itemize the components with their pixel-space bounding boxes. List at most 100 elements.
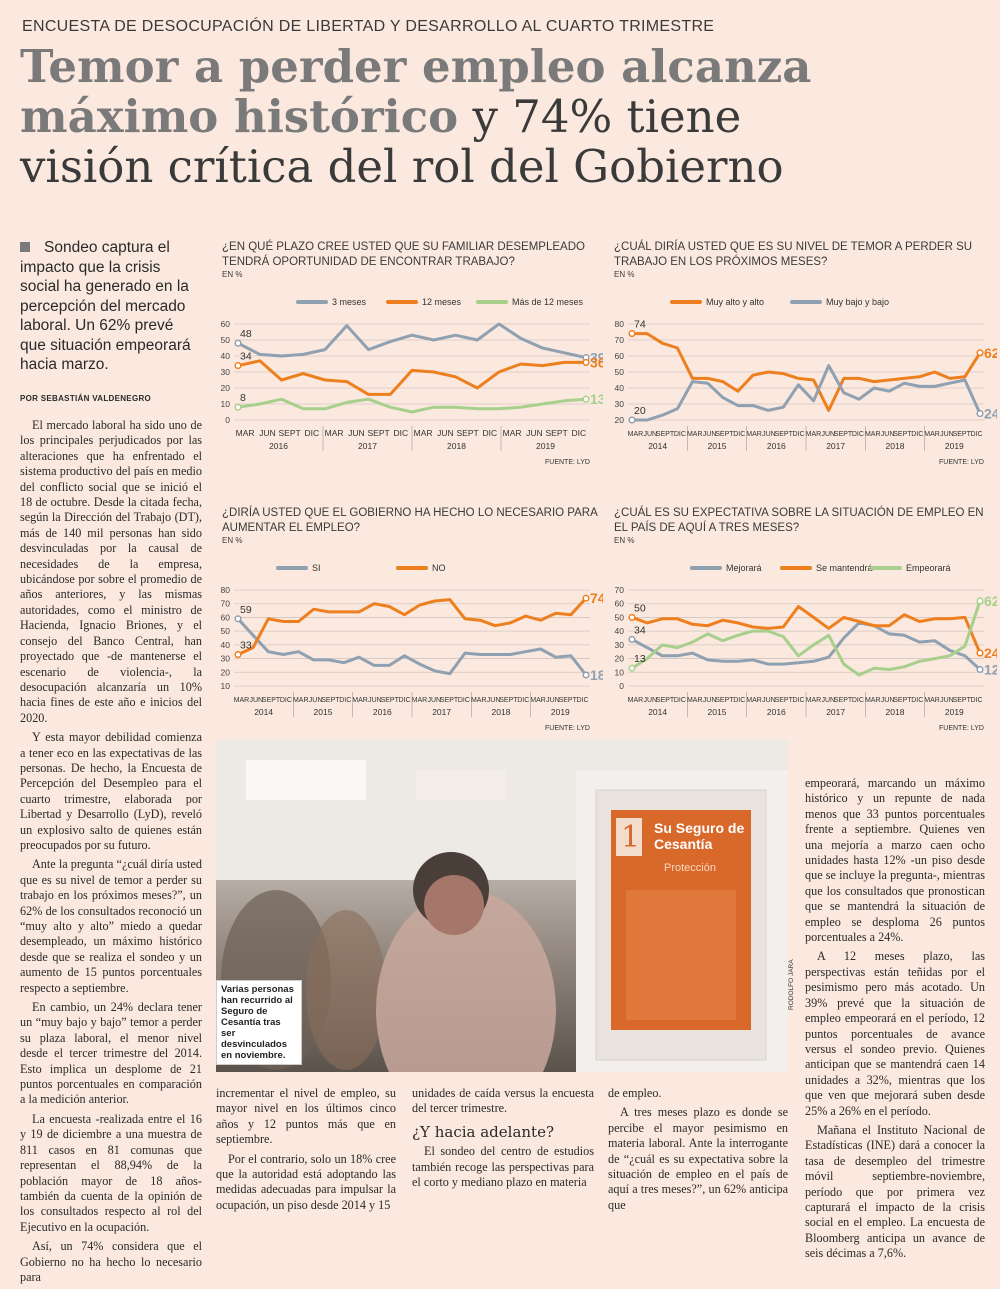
x-tick-label: MAR — [806, 697, 822, 704]
paragraph: A 12 meses plazo, las perspectivas están… — [805, 949, 985, 1118]
series-end-point — [582, 594, 590, 602]
chart-source: FUENTE: LYD — [545, 459, 590, 466]
year-label: 2015 — [314, 707, 333, 717]
y-tick-label: 0 — [225, 415, 230, 425]
paragraph: Así, un 74% considera que el Gobierno no… — [20, 1239, 202, 1284]
x-tick-label: JUN — [940, 431, 954, 438]
y-tick-label: 40 — [221, 351, 231, 361]
x-tick-label: SEPT — [546, 428, 568, 438]
y-tick-label: 10 — [221, 681, 231, 691]
chart-2: Muy alto y alto Muy bajo y bajo 20 30 40 50 60… — [615, 297, 997, 466]
year-label: 2015 — [708, 707, 727, 717]
series-end-point — [976, 349, 984, 357]
x-tick-label: MAR — [746, 697, 762, 704]
series-start-label: 34 — [240, 351, 252, 363]
y-tick-label: 30 — [615, 399, 625, 409]
y-tick-label: 60 — [221, 319, 231, 329]
series-start-point — [628, 613, 636, 621]
series-start-label: 8 — [240, 392, 246, 404]
paragraph: Ante la pregunta “¿cuál diría usted que … — [20, 857, 202, 995]
x-tick-label: JUN — [762, 697, 776, 704]
chart-source: FUENTE: LYD — [939, 725, 984, 732]
year-label: 2019 — [536, 441, 555, 451]
x-tick-label: SEPT — [321, 697, 340, 704]
subheading: ¿Y hacia adelante? — [412, 1122, 554, 1141]
x-tick-label: JUN — [881, 431, 895, 438]
year-label: 2017 — [358, 441, 377, 451]
series-start-label: 74 — [634, 319, 646, 331]
y-tick-label: 30 — [221, 367, 231, 377]
x-tick-label: MAR — [414, 428, 433, 438]
x-tick-label: DIC — [483, 428, 498, 438]
x-tick-label: MAR — [806, 431, 822, 438]
x-tick-label: JUN — [643, 431, 657, 438]
x-tick-label: DIC — [280, 697, 292, 704]
y-tick-label: 10 — [615, 667, 625, 677]
lede-text: Sondeo captura el impacto que la crisis … — [20, 239, 191, 373]
body-column-1: El mercado laboral ha sido uno de los pr… — [20, 418, 202, 1289]
paragraph: de empleo. — [608, 1086, 662, 1100]
year-label: 2017 — [826, 441, 845, 451]
x-tick-label: DIC — [911, 697, 923, 704]
x-tick-label: SEPT — [715, 697, 734, 704]
x-tick-label: MAR — [924, 431, 940, 438]
y-tick-label: 50 — [615, 367, 625, 377]
series-end-point — [976, 665, 984, 674]
chart-title: ¿EN QUÉ PLAZO CREE USTED QUE SU FAMILIAR… — [222, 241, 585, 268]
headline: Temor a perder empleo alcanza máximo his… — [20, 42, 980, 192]
series-line — [237, 597, 588, 656]
year-label: 2018 — [447, 441, 466, 451]
series-line — [631, 605, 982, 654]
body-column-3: unidades de caída versus la encuesta del… — [412, 1086, 594, 1194]
x-tick-label: DIC — [911, 431, 923, 438]
x-tick-label: JUN — [546, 697, 560, 704]
sign-title: Su Seguro de Cesantía — [654, 820, 745, 852]
series-start-label: 59 — [240, 604, 252, 616]
year-label: 2019 — [945, 441, 964, 451]
x-tick-label: JUN — [762, 431, 776, 438]
y-tick-label: 30 — [221, 654, 231, 664]
chart-title: ¿DIRÍA USTED QUE EL GOBIERNO HA HECHO LO… — [222, 507, 598, 534]
x-tick-label: SEPT — [834, 697, 853, 704]
series-start-label: 20 — [634, 405, 646, 417]
x-tick-label: SEPT — [499, 697, 518, 704]
series-end-point — [976, 410, 984, 418]
x-tick-label: SEPT — [656, 697, 675, 704]
x-tick-label: MAR — [687, 697, 703, 704]
year-label: 2017 — [432, 707, 451, 717]
body-column-4: de empleo. A tres meses plazo es donde s… — [608, 1086, 788, 1217]
x-tick-label: SEPT — [262, 697, 281, 704]
byline: POR SEBASTIÁN VALDENEGRO — [20, 394, 152, 403]
x-tick-label: SEPT — [279, 428, 301, 438]
x-tick-label: SEPT — [559, 697, 578, 704]
x-tick-label: JUN — [309, 697, 323, 704]
x-tick-label: DIC — [339, 697, 351, 704]
x-tick-label: MAR — [530, 697, 546, 704]
chart-title: ¿CUÁL DIRÍA USTED QUE ES SU NIVEL DE TEM… — [614, 241, 973, 268]
x-tick-label: SEPT — [834, 431, 853, 438]
paragraph: El mercado laboral ha sido uno de los pr… — [20, 418, 202, 725]
photo-credit: RODOLFO JARA — [788, 959, 795, 1010]
series-start-point — [234, 650, 242, 659]
x-tick-label: SEPT — [953, 697, 972, 704]
x-tick-label: JUN — [940, 697, 954, 704]
x-tick-label: JUN — [368, 697, 382, 704]
x-tick-label: DIC — [733, 697, 745, 704]
headline-line3: visión crítica del rol del Gobierno — [20, 140, 784, 193]
x-tick-label: JUN — [348, 428, 365, 438]
legend-label: 12 meses — [422, 297, 462, 307]
y-tick-label: 40 — [221, 640, 231, 650]
lede: Sondeo captura el impacto que la crisis … — [20, 238, 202, 375]
series-start-point — [628, 416, 636, 424]
series-end-label: 62 — [984, 593, 997, 609]
y-tick-label: 80 — [615, 319, 625, 329]
kicker: ENCUESTA DE DESOCUPACIÓN DE LIBERTAD Y D… — [22, 18, 715, 35]
series-start-point — [628, 330, 636, 338]
chart-title: ¿CUÁL ES SU EXPECTATIVA SOBRE LA SITUACI… — [614, 507, 984, 534]
x-tick-label: JUN — [526, 428, 543, 438]
y-tick-label: 20 — [221, 383, 231, 393]
paragraph: En cambio, un 24% declara tener un “muy … — [20, 1000, 202, 1107]
series-start-label: 48 — [240, 328, 252, 340]
series-start-point — [628, 635, 636, 643]
series-line — [237, 397, 587, 414]
